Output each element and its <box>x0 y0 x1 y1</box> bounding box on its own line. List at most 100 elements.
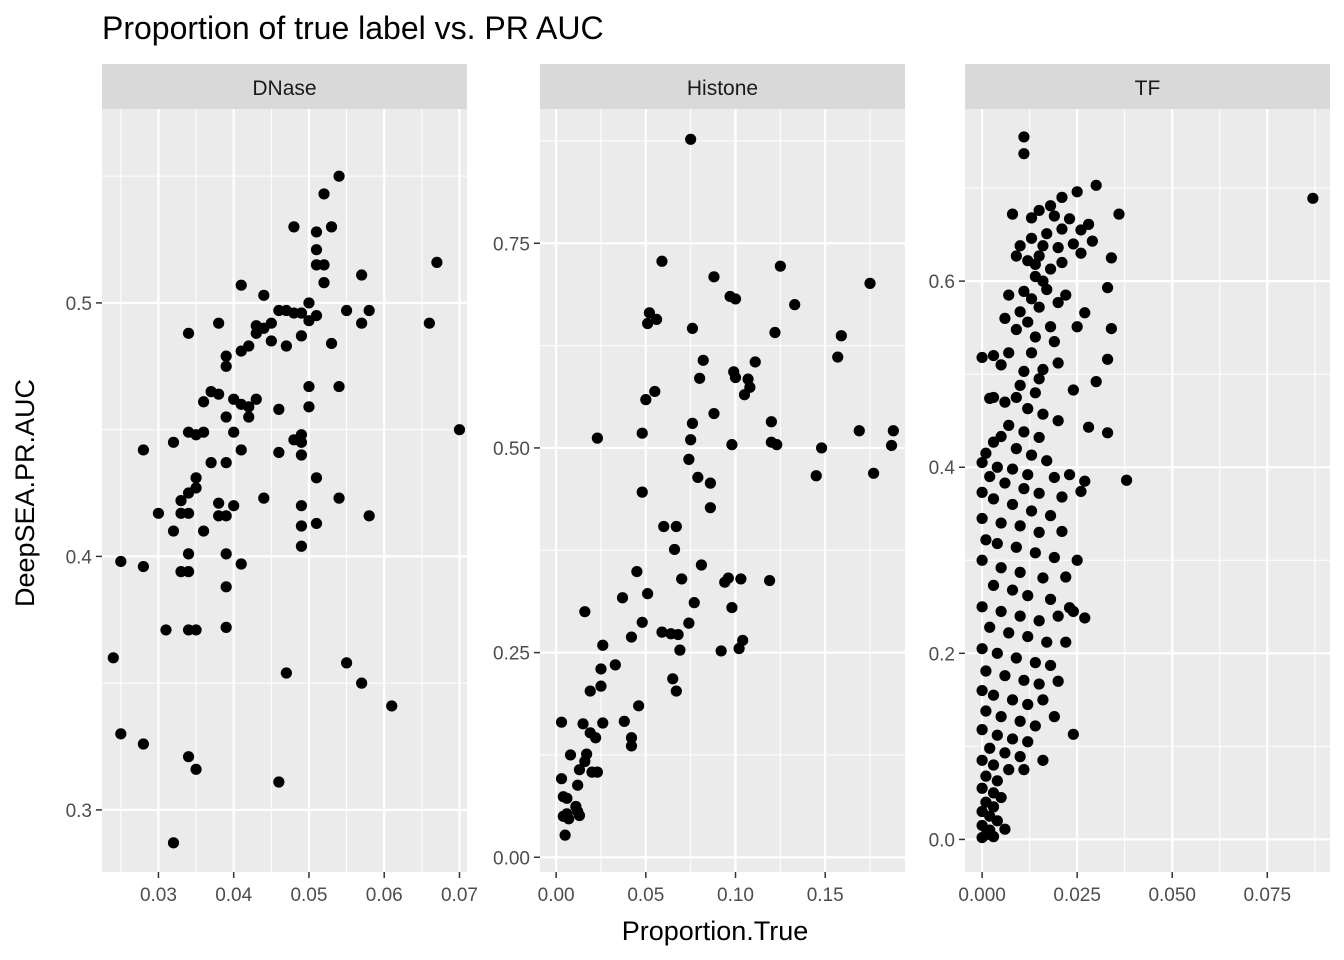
data-point <box>835 330 847 342</box>
data-point <box>1025 449 1038 461</box>
data-point <box>868 467 880 479</box>
data-point <box>1082 421 1095 433</box>
data-point <box>1037 694 1049 706</box>
data-point <box>987 759 1000 771</box>
data-point <box>708 271 720 283</box>
data-point <box>737 634 749 646</box>
data-point <box>115 555 127 568</box>
y-tick-label: 0.3 <box>66 801 92 822</box>
data-point <box>656 626 668 638</box>
data-point <box>303 297 315 309</box>
data-point <box>1025 232 1038 244</box>
data-point <box>303 401 315 413</box>
data-point <box>1041 228 1053 240</box>
data-point <box>597 717 609 729</box>
data-point <box>987 436 1000 448</box>
data-point <box>704 477 716 489</box>
data-point <box>363 510 375 522</box>
data-point <box>573 809 586 822</box>
x-tick-label: 0.050 <box>1148 885 1196 906</box>
data-point <box>1014 379 1026 391</box>
data-point <box>333 170 345 182</box>
data-point <box>340 657 353 669</box>
data-point <box>864 277 876 289</box>
data-point <box>228 500 240 512</box>
data-point <box>1105 322 1117 335</box>
data-point <box>213 388 225 400</box>
chart-title: Proportion of true label vs. PR AUC <box>102 10 604 46</box>
data-point <box>243 411 255 423</box>
data-point <box>999 747 1011 759</box>
x-tick-label: 0.06 <box>366 885 403 906</box>
data-point <box>1044 200 1057 212</box>
panel-background <box>102 109 467 872</box>
data-point <box>980 705 992 717</box>
x-tick-label: 0.075 <box>1243 885 1291 906</box>
data-point <box>167 525 180 537</box>
data-point <box>658 520 670 533</box>
data-point <box>115 728 127 740</box>
data-point <box>137 560 149 573</box>
data-point <box>769 326 781 339</box>
data-point <box>182 751 195 763</box>
data-point <box>584 685 596 697</box>
data-point <box>1022 698 1034 711</box>
data-point <box>704 502 716 514</box>
data-point <box>1003 764 1015 776</box>
data-point <box>561 792 573 804</box>
data-point <box>726 439 738 451</box>
data-point <box>1105 252 1117 264</box>
data-point <box>729 371 742 384</box>
data-point <box>1014 566 1026 578</box>
data-point <box>991 815 1003 827</box>
data-point <box>1079 307 1091 319</box>
data-point <box>595 680 607 692</box>
data-point <box>1071 554 1083 566</box>
data-point <box>1052 296 1064 309</box>
data-point <box>137 444 149 456</box>
data-point <box>999 312 1011 324</box>
data-point <box>976 684 988 697</box>
data-point <box>987 579 1000 592</box>
data-point <box>1052 415 1064 427</box>
data-point <box>1006 498 1019 511</box>
data-point <box>649 385 661 398</box>
data-point <box>1041 455 1053 467</box>
data-point <box>1067 728 1079 740</box>
data-point <box>1075 247 1087 259</box>
data-point <box>1018 148 1030 160</box>
data-point <box>590 732 602 744</box>
data-point <box>1090 179 1102 191</box>
data-point <box>672 628 684 641</box>
data-point <box>642 588 654 600</box>
data-point <box>980 447 992 459</box>
data-point <box>976 724 988 736</box>
data-point <box>1048 336 1060 348</box>
data-point <box>1052 610 1064 622</box>
data-point <box>774 260 786 272</box>
facet-strip <box>965 64 1330 109</box>
data-point <box>1003 627 1015 639</box>
data-point <box>310 259 323 271</box>
data-point <box>976 601 988 613</box>
data-point <box>1060 636 1072 648</box>
x-tick-label: 0.025 <box>1053 885 1101 906</box>
data-point <box>318 277 330 289</box>
data-point <box>213 510 225 522</box>
facet-strip <box>102 64 467 109</box>
data-point <box>976 831 988 844</box>
data-point <box>190 763 202 775</box>
data-point <box>220 411 232 423</box>
data-point <box>1033 487 1045 499</box>
data-point <box>295 436 308 448</box>
data-point <box>1056 491 1068 503</box>
data-point <box>1044 510 1057 522</box>
facet-label: DNase <box>252 77 316 100</box>
data-point <box>220 581 232 593</box>
data-point <box>853 425 865 437</box>
data-point <box>987 689 1000 701</box>
data-point <box>763 574 776 587</box>
data-point <box>1056 223 1068 235</box>
panel-histone: Histone 0.00 0.05 0.10 0.15 0.00 0.25 0.50 0.75 <box>493 64 905 906</box>
facet-strip <box>540 64 905 109</box>
